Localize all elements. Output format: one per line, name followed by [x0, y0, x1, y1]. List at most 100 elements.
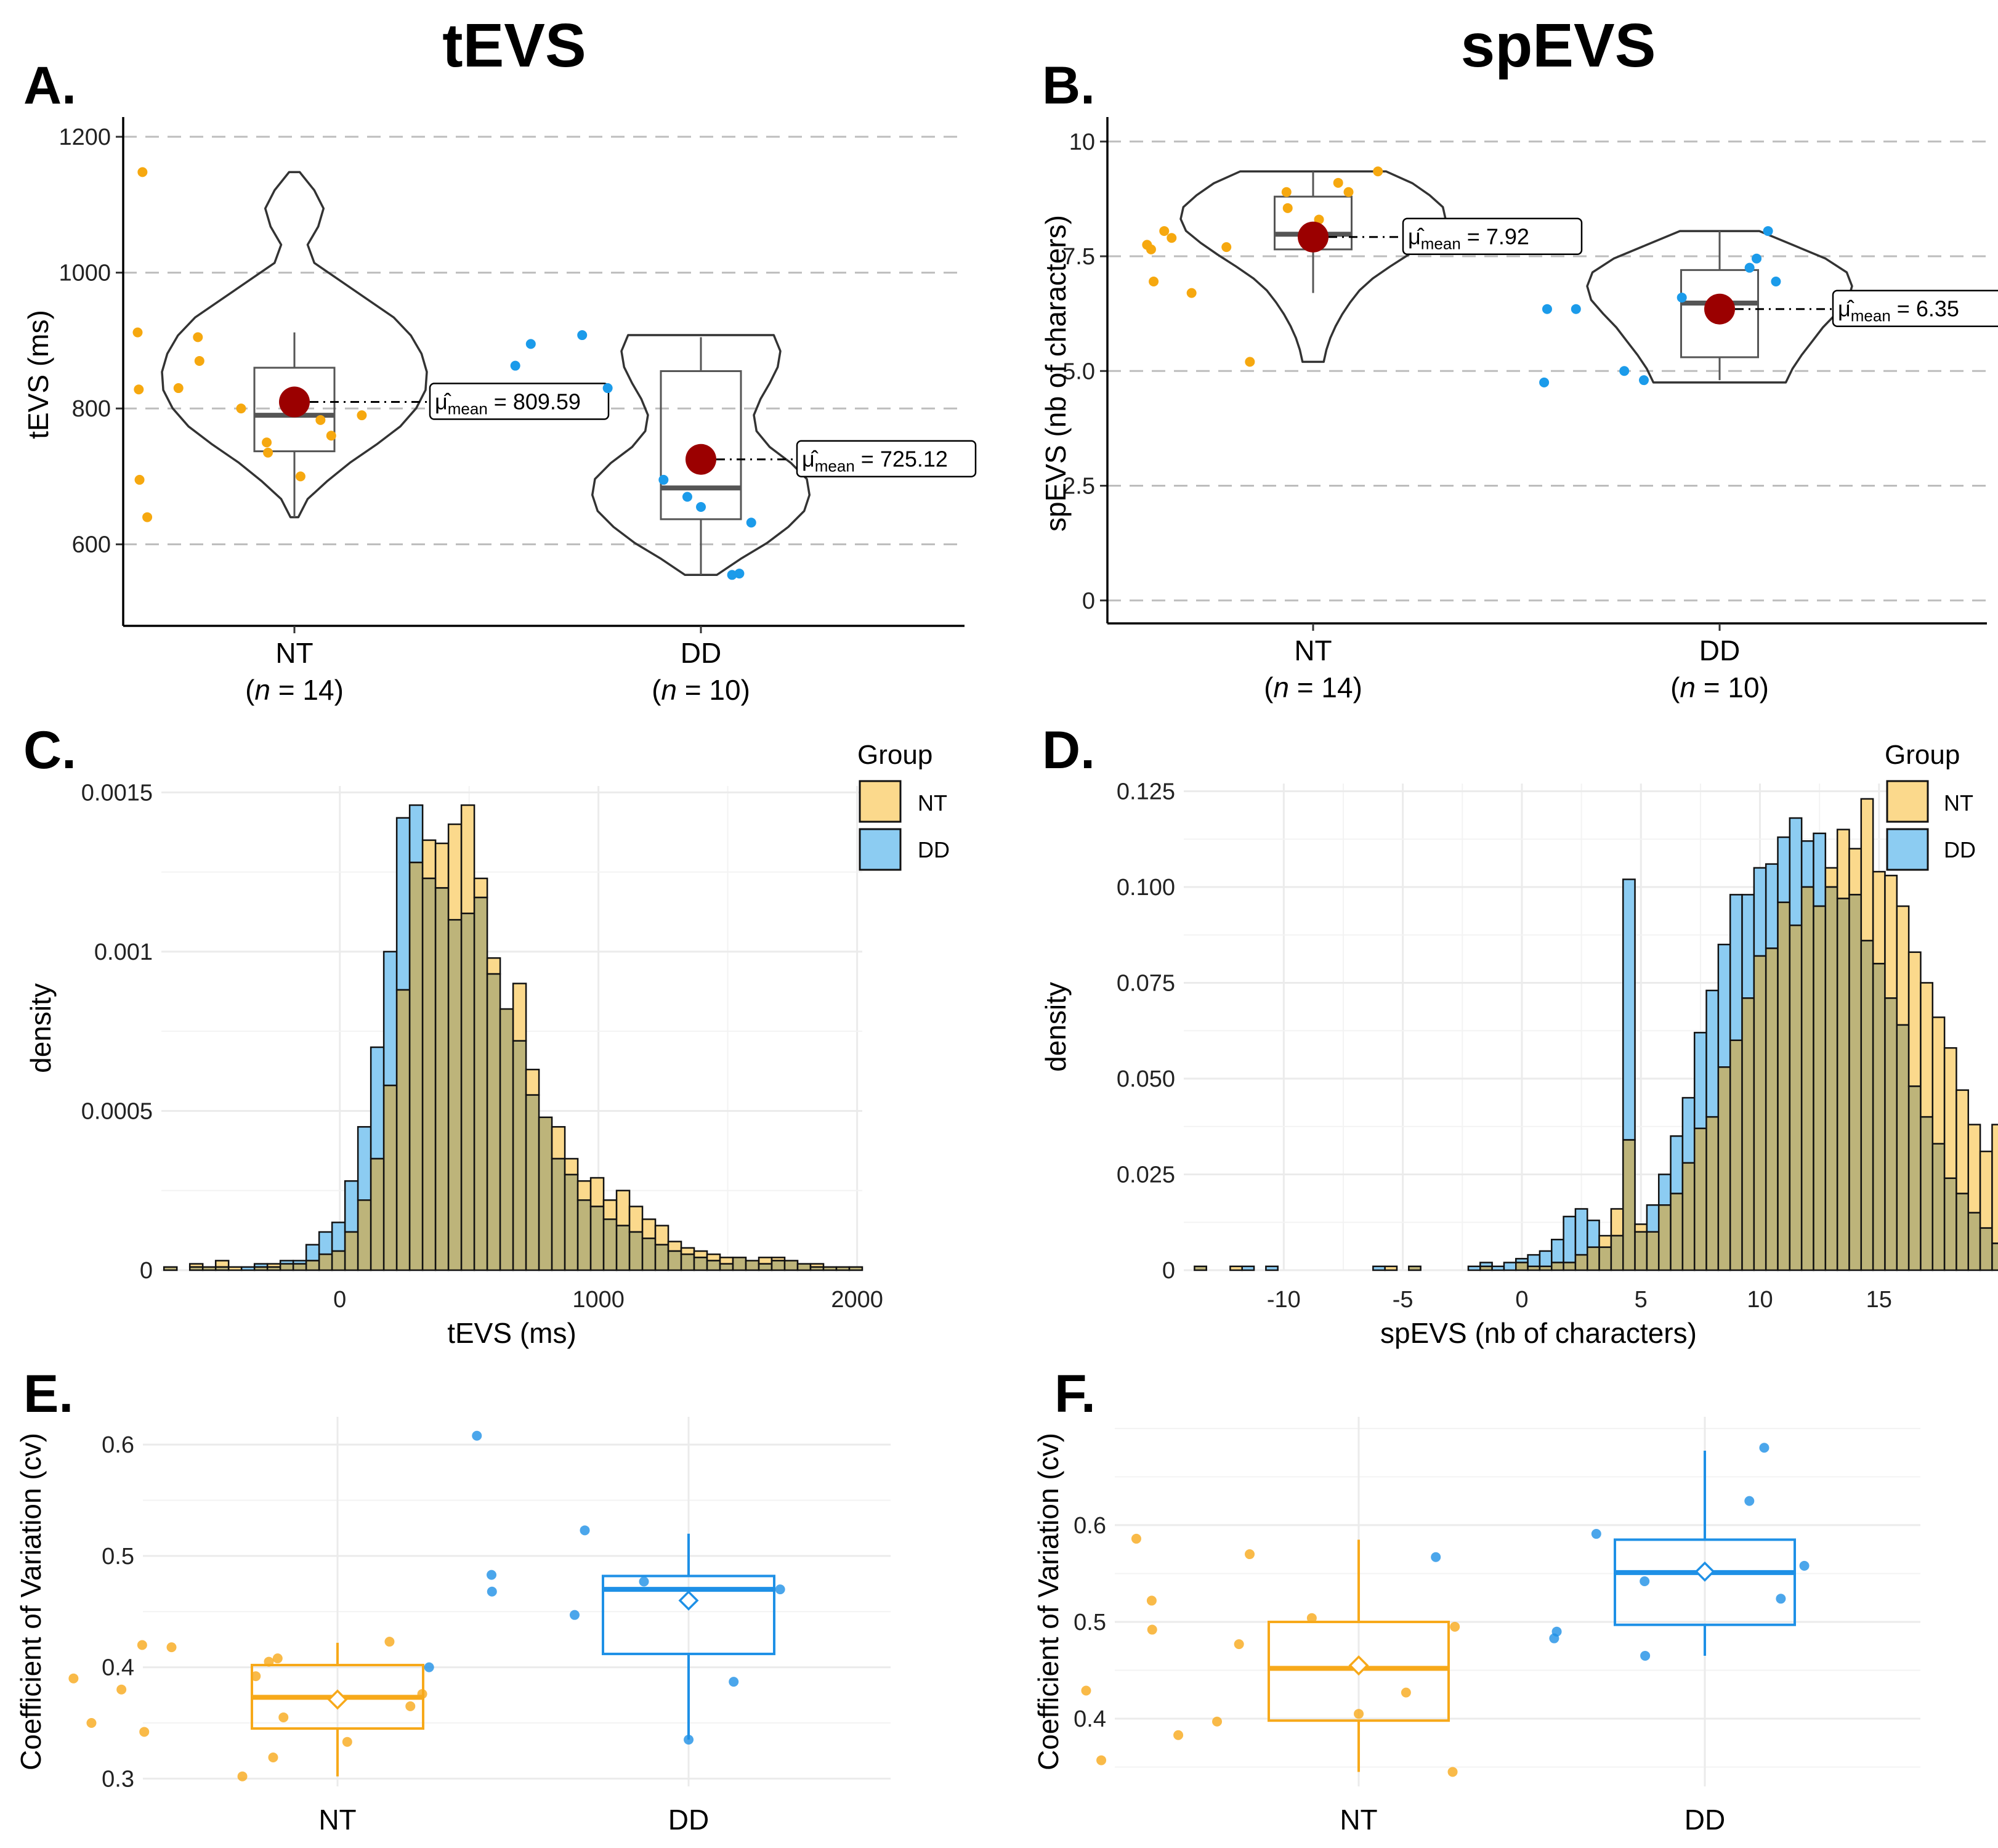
histogram-bar-overlap — [1777, 901, 1791, 1271]
data-point — [734, 569, 745, 579]
histogram-bar-upper — [602, 1199, 618, 1220]
data-point — [315, 415, 326, 425]
histogram-bar-upper — [615, 1189, 631, 1226]
histogram-bar-upper — [1491, 1265, 1505, 1271]
histogram-bar-upper — [1920, 982, 1934, 1118]
mean-diamond — [327, 1689, 348, 1710]
mean-label: μ̂mean = 809.59 — [429, 383, 610, 420]
box-dd — [1614, 1538, 1796, 1626]
histogram-bar-overlap — [1693, 1127, 1707, 1271]
x-axis-label: tEVS (ms) — [447, 1317, 576, 1349]
column-title-spevs: spEVS — [1461, 11, 1656, 80]
histogram-bar-upper — [1610, 1208, 1624, 1237]
data-point — [1771, 277, 1781, 287]
x-axis-label: spEVS (nb of characters) — [1380, 1317, 1697, 1349]
histogram-bar-upper — [318, 1231, 333, 1255]
data-point — [268, 1753, 278, 1763]
data-point — [569, 1610, 580, 1620]
legend-label-dd: DD — [1944, 837, 1976, 862]
histogram-bar-overlap — [525, 1094, 540, 1271]
histogram-bar-overlap — [680, 1253, 695, 1271]
histogram-bar-overlap — [1943, 1177, 1957, 1271]
histogram-bar-upper — [641, 1218, 657, 1239]
histogram-bar-overlap — [1646, 1231, 1660, 1271]
histogram-bar-upper — [1646, 1204, 1660, 1233]
data-point — [1763, 226, 1773, 237]
data-point — [1551, 1626, 1562, 1637]
y-axis-label: Coefficient of Variation (cv) — [1032, 1433, 1064, 1770]
y-tick-label: 0.050 — [1117, 1066, 1175, 1092]
x-tick-label: -5 — [1393, 1287, 1414, 1313]
data-point — [1081, 1685, 1091, 1696]
data-point — [1744, 262, 1755, 273]
histogram-bar-overlap — [370, 1157, 385, 1271]
y-tick-label: 0.4 — [1074, 1706, 1106, 1732]
histogram-bar-overlap — [1610, 1234, 1624, 1271]
data-point — [424, 1662, 434, 1672]
data-point — [1096, 1755, 1107, 1765]
histogram-bar-upper — [1229, 1265, 1243, 1271]
histogram-bar-overlap — [266, 1266, 281, 1271]
x-tick-label: DD — [668, 1804, 709, 1836]
histogram-bar-overlap — [331, 1250, 346, 1271]
legend-title: Group — [1885, 740, 1960, 770]
histogram-bar-upper — [1967, 1124, 1981, 1214]
data-point — [1333, 177, 1343, 188]
legend-label-nt: NT — [918, 790, 947, 816]
histogram-bar-upper — [1681, 1096, 1696, 1164]
legend-label-dd: DD — [918, 837, 950, 862]
legend-key-dd — [1886, 828, 1929, 871]
histogram-bar-upper — [589, 1177, 605, 1207]
panel-label-f: F. — [1054, 1364, 1096, 1424]
histogram-bar-upper — [512, 983, 527, 1042]
x-tick-label: NT — [318, 1804, 356, 1836]
data-point — [384, 1637, 395, 1647]
data-point — [1245, 357, 1255, 367]
data-point — [1167, 233, 1177, 243]
histogram-bar-overlap — [305, 1260, 320, 1271]
histogram-bar-overlap — [615, 1225, 631, 1271]
histogram-bar-overlap — [1717, 1066, 1731, 1271]
mean-diamond — [1694, 1561, 1715, 1582]
data-point — [746, 517, 756, 528]
histogram-bar-overlap — [382, 1084, 398, 1271]
histogram-bar-overlap — [667, 1250, 682, 1271]
data-point — [1401, 1687, 1411, 1698]
y-axis-label: tEVS (ms) — [22, 310, 54, 439]
data-point — [1431, 1552, 1441, 1562]
data-point — [405, 1701, 416, 1711]
data-point — [487, 1586, 497, 1597]
x-tick-label: 10 — [1747, 1287, 1773, 1313]
histogram-bar-upper — [1265, 1265, 1279, 1271]
histogram-bar-upper — [1884, 875, 1898, 999]
histogram-bar-overlap — [357, 1199, 372, 1271]
data-point — [1131, 1533, 1141, 1544]
histogram-bar-overlap — [1789, 924, 1803, 1271]
histogram-bar-overlap — [473, 896, 488, 1271]
mean-label-box — [429, 383, 610, 420]
data-point — [137, 1640, 147, 1650]
y-tick-label: 0.4 — [102, 1655, 134, 1681]
histogram-bar-upper — [1956, 1089, 1970, 1194]
y-tick-label: 0.3 — [102, 1766, 134, 1792]
data-point — [1571, 304, 1581, 314]
histogram-bar-upper — [1563, 1215, 1577, 1263]
data-point — [1306, 1613, 1317, 1623]
data-point — [1639, 375, 1649, 386]
violin-dd — [1586, 230, 1853, 384]
data-point — [1799, 1560, 1810, 1571]
histogram-bar-upper — [421, 839, 437, 880]
histogram-bar-upper — [408, 804, 424, 864]
x-tick-label: 0 — [1515, 1287, 1528, 1313]
histogram-bar-overlap — [551, 1157, 566, 1271]
x-tick-label: NT — [1294, 634, 1332, 667]
data-point — [775, 1584, 785, 1595]
histogram-bar-upper — [551, 1126, 566, 1160]
mean-label-box — [1402, 217, 1583, 255]
y-tick-label: 800 — [72, 396, 111, 422]
mean-dot — [1298, 221, 1329, 253]
data-point — [525, 339, 536, 349]
histogram-bar-upper — [1753, 867, 1767, 957]
x-tick-label: NT — [275, 637, 313, 669]
histogram-bar-upper — [1813, 832, 1827, 907]
